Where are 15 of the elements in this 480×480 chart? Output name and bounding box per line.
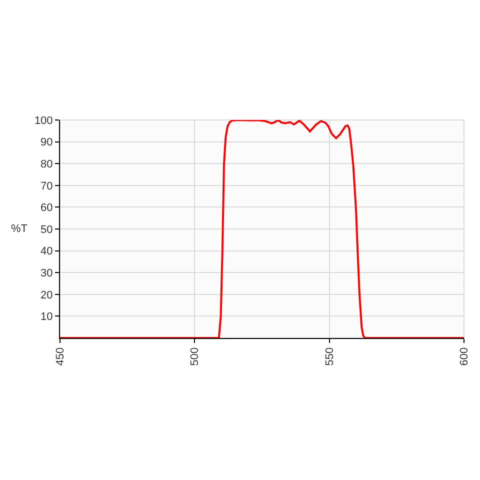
y-tick-label: 90 (40, 136, 53, 149)
x-tick-label: 600 (458, 347, 471, 366)
y-tick-label: 50 (40, 224, 53, 236)
y-tick-label: 30 (40, 267, 53, 280)
y-tick-label: 10 (40, 311, 53, 324)
y-tick-label: 20 (40, 289, 53, 302)
x-tick-label: 450 (54, 347, 67, 366)
y-tick-label: 40 (40, 246, 53, 258)
y-tick-label: 70 (40, 180, 53, 192)
y-tick-label: 100 (34, 114, 53, 127)
y-axis-title: %T (11, 223, 28, 235)
y-tick-label: 80 (40, 158, 53, 170)
y-tick-label: 60 (40, 202, 53, 214)
x-tick-label: 550 (324, 347, 336, 366)
x-tick-label: 500 (189, 347, 202, 366)
